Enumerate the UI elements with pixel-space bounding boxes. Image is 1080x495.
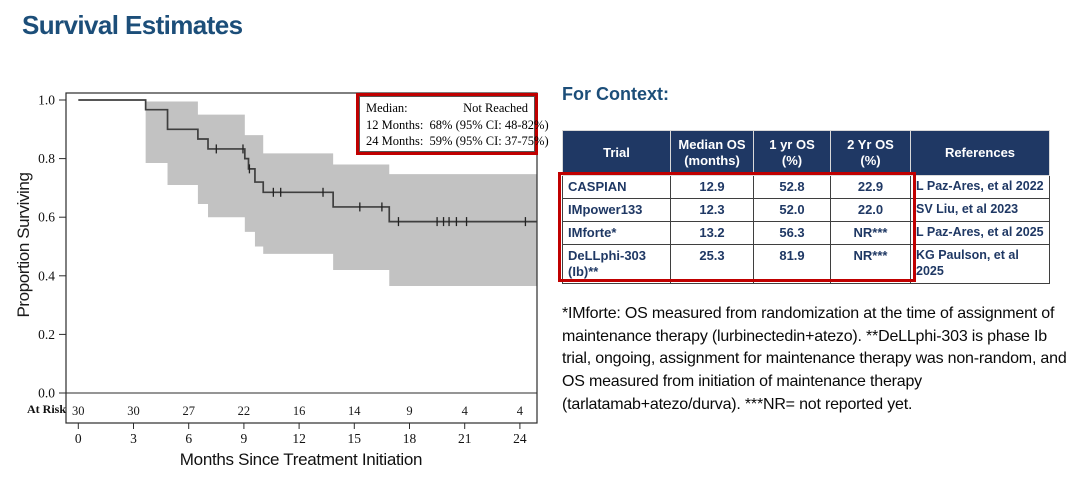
annotation-24mo: 24 Months: 59% (95% CI: 37-75%) bbox=[366, 134, 549, 148]
at-risk-count: 16 bbox=[293, 404, 306, 418]
table-row: DeLLphi-303 (Ib)** 25.3 81.9 NR*** KG Paulso… bbox=[562, 244, 1050, 284]
x-tick-label: 24 bbox=[513, 431, 527, 446]
column-header: Median OS (months) bbox=[670, 130, 754, 176]
at-risk-label: At Risk bbox=[27, 402, 67, 416]
y-tick-label: 1.0 bbox=[38, 93, 55, 108]
cell-2yr-os: 22.0 bbox=[830, 198, 911, 222]
y-tick-label: 0.4 bbox=[38, 268, 55, 283]
cell-1yr-os: 52.0 bbox=[753, 198, 831, 222]
cell-median-os: 12.9 bbox=[670, 175, 754, 199]
cell-1yr-os: 52.8 bbox=[753, 175, 831, 199]
annotation-median-row: Median: Not Reached bbox=[366, 100, 528, 117]
cell-1yr-os: 81.9 bbox=[753, 244, 831, 284]
cell-trial: IMforte* bbox=[562, 221, 671, 245]
y-tick-label: 0.8 bbox=[38, 151, 55, 166]
x-tick-label: 18 bbox=[403, 431, 417, 446]
x-axis-label: Months Since Treatment Initiation bbox=[179, 450, 423, 469]
annotation-12mo: 12 Months: 68% (95% CI: 48-82%) bbox=[366, 117, 549, 132]
median-label: Median: bbox=[366, 101, 408, 115]
x-tick-label: 3 bbox=[130, 431, 137, 446]
x-tick-label: 15 bbox=[348, 431, 362, 446]
y-tick-label: 0.0 bbox=[38, 386, 55, 401]
cell-2yr-os: NR*** bbox=[830, 244, 911, 284]
y-tick-label: 0.2 bbox=[38, 327, 55, 342]
context-table: Trial Median OS (months) 1 yr OS (%) 2 Yr O… bbox=[562, 130, 1050, 284]
cell-median-os: 13.2 bbox=[670, 221, 754, 245]
cell-trial: DeLLphi-303 (Ib)** bbox=[562, 244, 671, 284]
km-plot: 0.0 0.2 0.4 0.6 0.8 1.0 0 30 3 30 6 27 9 22 12 16 15 14 18… bbox=[38, 92, 538, 446]
cell-median-os: 12.3 bbox=[670, 198, 754, 222]
plot-frame bbox=[65, 92, 538, 424]
cell-reference: L Paz-Ares, et al 2025 bbox=[910, 221, 1050, 245]
cell-1yr-os: 56.3 bbox=[753, 221, 831, 245]
x-tick-label: 12 bbox=[292, 431, 306, 446]
x-tick-label: 0 bbox=[75, 431, 82, 446]
survival-annotation-box: Median: Not Reached 12 Months: 68% (95% … bbox=[356, 93, 549, 155]
cell-2yr-os: 22.9 bbox=[830, 175, 911, 199]
at-risk-count: 22 bbox=[238, 404, 251, 418]
y-axis: 0.0 0.2 0.4 0.6 0.8 1.0 bbox=[38, 93, 66, 401]
km-chart: 0.0 0.2 0.4 0.6 0.8 1.0 0 30 3 30 6 27 9 22 12 16 15 14 18… bbox=[0, 78, 560, 488]
censor-ticks bbox=[215, 144, 527, 227]
footnote: *IMforte: OS measured from randomization… bbox=[562, 305, 1067, 413]
cell-2yr-os: NR*** bbox=[830, 221, 911, 245]
y-axis-label: Proportion Surviving bbox=[14, 172, 33, 318]
cell-reference: SV Liu, et al 2023 bbox=[910, 198, 1050, 222]
at-risk-count: 4 bbox=[462, 404, 469, 418]
cell-median-os: 25.3 bbox=[670, 244, 754, 284]
table-row: IMpower133 12.3 52.0 22.0 SV Liu, et al 2023 bbox=[562, 198, 1050, 222]
column-header: 1 yr OS (%) bbox=[753, 130, 831, 176]
x-tick-label: 9 bbox=[241, 431, 248, 446]
at-risk-count: 14 bbox=[348, 404, 361, 418]
at-risk-count: 30 bbox=[72, 404, 85, 418]
cell-reference: KG Paulson, et al 2025 bbox=[910, 244, 1050, 284]
column-header: References bbox=[910, 130, 1050, 176]
column-header: Trial bbox=[562, 130, 671, 176]
x-tick-label: 21 bbox=[458, 431, 472, 446]
column-header: 2 Yr OS (%) bbox=[830, 130, 911, 176]
at-risk-count: 9 bbox=[406, 404, 412, 418]
cell-trial: CASPIAN bbox=[562, 175, 671, 199]
y-tick-label: 0.6 bbox=[38, 210, 55, 225]
table-header-row: Trial Median OS (months) 1 yr OS (%) 2 Yr O… bbox=[562, 130, 1050, 176]
x-tick-label: 6 bbox=[185, 431, 192, 446]
cell-trial: IMpower133 bbox=[562, 198, 671, 222]
page-title: Survival Estimates bbox=[22, 10, 243, 40]
cell-reference: L Paz-Ares, et al 2022 bbox=[910, 175, 1050, 199]
at-risk-count: 30 bbox=[127, 404, 140, 418]
table-row: CASPIAN 12.9 52.8 22.9 L Paz-Ares, et al 202… bbox=[562, 175, 1050, 199]
survival-curve bbox=[78, 99, 537, 223]
median-value: Not Reached bbox=[463, 101, 528, 115]
context-heading: For Context: bbox=[562, 84, 669, 104]
at-risk-count: 4 bbox=[517, 404, 524, 418]
table-row: IMforte* 13.2 56.3 NR*** L Paz-Ares, et al 2… bbox=[562, 221, 1050, 245]
at-risk-count: 27 bbox=[182, 404, 195, 418]
x-axis: 0 30 3 30 6 27 9 22 12 16 15 14 18 9 21 4 24 4 bbox=[72, 404, 527, 446]
